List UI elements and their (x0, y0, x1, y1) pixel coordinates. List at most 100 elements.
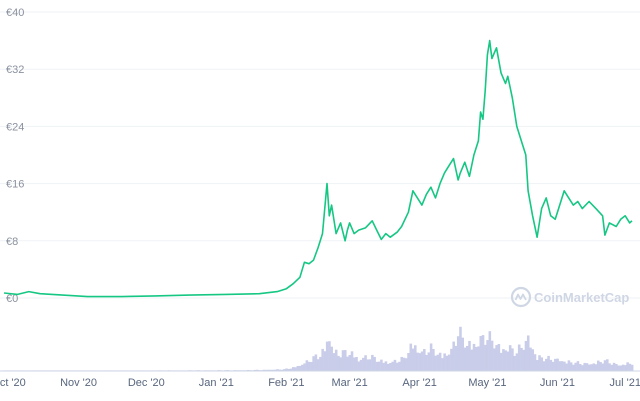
volume-bar (355, 356, 358, 371)
volume-bar (497, 344, 501, 371)
volume-bar (495, 345, 498, 371)
volume-bar (391, 361, 394, 371)
volume-bar (475, 346, 478, 371)
volume-bar (319, 356, 322, 371)
volume-bar (592, 363, 596, 371)
volume-bar (547, 355, 550, 371)
volume-bar (560, 361, 564, 371)
volume-bar (540, 357, 544, 371)
volume-bar (434, 355, 437, 371)
volume-bar (538, 355, 541, 371)
volume-bar (280, 369, 284, 371)
y-tick-label: €40 (6, 7, 24, 19)
volume-bar (341, 350, 345, 371)
x-tick-label: Oct '20 (0, 377, 26, 389)
x-tick-label: Jul '21 (609, 377, 640, 389)
volume-bar (429, 343, 433, 371)
volume-bar (312, 356, 315, 371)
volume-bar (520, 347, 523, 371)
volume-bar (418, 353, 422, 371)
volume-bar (292, 367, 295, 371)
grid-lines (0, 11, 640, 299)
volume-bar (282, 369, 286, 371)
volume-bar (472, 343, 476, 371)
y-axis-tick-labels: €40 €32 €24 €16 €8 €0 (6, 7, 24, 305)
volume-bar (563, 361, 566, 371)
volume-bar (465, 345, 469, 371)
y-tick-label: €16 (6, 179, 24, 191)
volume-bar (255, 369, 259, 371)
volume-bar (479, 335, 483, 371)
price-line (3, 39, 633, 298)
volume-bar (551, 361, 555, 371)
x-axis-tick-labels: Oct '20 Nov '20 Dec '20 Jan '21 Feb '21 Mar '… (0, 377, 640, 389)
volume-bar (389, 362, 392, 371)
volume-bar (400, 356, 404, 371)
volume-bar (423, 349, 426, 371)
volume-bar (565, 363, 568, 371)
volume-bar (343, 350, 347, 371)
x-tick-label: Nov '20 (60, 377, 97, 389)
volume-bar (314, 354, 318, 371)
volume-bar (531, 349, 535, 371)
volume-bar (278, 369, 282, 371)
volume-bar (371, 354, 374, 371)
volume-bar (504, 350, 507, 371)
volume-bar (612, 362, 616, 371)
volume-bar (368, 359, 372, 371)
volume-bar (630, 364, 634, 371)
volume-bar (416, 352, 419, 371)
volume-bar (628, 363, 632, 371)
volume-bar (513, 355, 516, 371)
volume-bar (590, 364, 593, 371)
volume-bar (271, 369, 275, 371)
watermark-text: CoinMarketCap (534, 290, 629, 305)
volume-bar (490, 340, 494, 371)
volume-bar (608, 363, 611, 371)
volume-bars (2, 326, 634, 371)
y-tick-label: €0 (6, 293, 18, 305)
volume-bar (499, 352, 503, 371)
volume-bar (287, 368, 291, 371)
volume-bar (587, 364, 591, 371)
volume-bar (615, 364, 618, 371)
volume-bar (603, 360, 607, 371)
volume-bar (359, 359, 363, 371)
volume-bar (502, 349, 505, 371)
volume-bar (441, 358, 444, 371)
volume-bar (382, 362, 385, 371)
volume-bar (585, 363, 589, 371)
volume-bar (296, 365, 300, 371)
volume-bar (438, 352, 442, 371)
volume-bar (456, 336, 460, 371)
volume-bar (517, 344, 521, 371)
volume-bar (273, 369, 277, 371)
volume-bar (601, 363, 605, 371)
x-tick-label: Mar '21 (331, 377, 367, 389)
volume-bar (253, 369, 257, 371)
volume-bar (269, 369, 272, 371)
price-series (3, 39, 633, 298)
volume-bar (621, 364, 625, 371)
volume-bar (339, 357, 343, 371)
volume-bar (307, 361, 311, 371)
volume-bar (581, 365, 584, 371)
volume-bar (626, 362, 629, 371)
volume-bar (596, 360, 600, 371)
volume-bar (364, 355, 367, 371)
volume-bar (452, 341, 455, 371)
volume-bar (402, 357, 406, 371)
x-tick-label: May '21 (468, 377, 506, 389)
volume-bar (450, 348, 453, 371)
volume-bar (558, 361, 562, 371)
volume-bar (567, 360, 571, 371)
volume-bar (459, 326, 462, 371)
volume-bar (624, 365, 627, 371)
volume-bar (337, 355, 340, 371)
y-tick-label: €24 (6, 121, 24, 133)
volume-bar (574, 362, 577, 371)
volume-bar (395, 362, 399, 371)
volume-bar (325, 341, 329, 371)
volume-bar (362, 357, 365, 371)
volume-bar (285, 368, 288, 371)
